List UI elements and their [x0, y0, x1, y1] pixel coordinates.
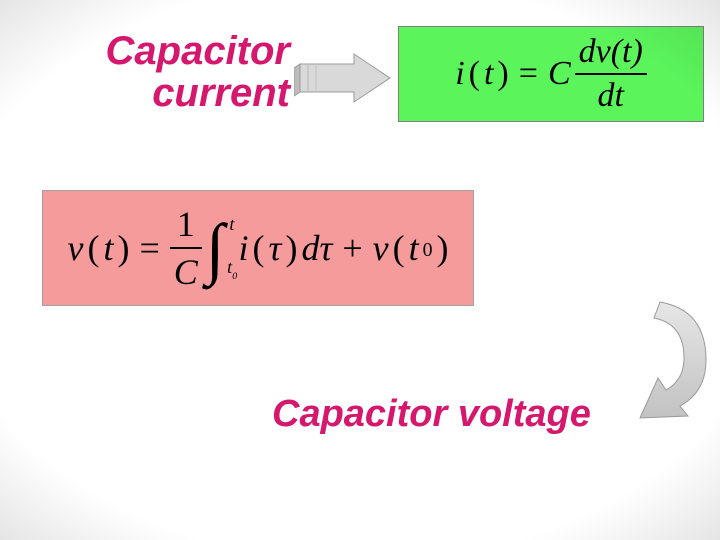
label-capacitor-voltage: Capacitor voltage	[272, 395, 591, 435]
equation-current-box: i(t) = C dv(t) dt	[398, 26, 704, 122]
arrow-right-shape	[294, 54, 390, 102]
eqv-t0: t	[409, 227, 419, 269]
eqv-dtau: dτ	[301, 227, 332, 269]
equation-voltage: v(t) = 1 C ∫ t t0 i(τ)dτ + v(t0)	[67, 203, 448, 293]
equation-voltage-box: v(t) = 1 C ∫ t t0 i(τ)dτ + v(t0)	[42, 190, 474, 306]
arrow-curve-icon	[580, 300, 720, 430]
label-capacitor-current: Capacitor current	[30, 30, 290, 114]
eq-frac-dvdt: dv(t) dt	[575, 33, 647, 115]
eqv-t: t	[103, 227, 113, 269]
eq-equals: =	[513, 55, 544, 93]
eqv-plus: +	[336, 227, 368, 269]
eqv-equals: =	[133, 227, 165, 269]
arrow-right-icon	[294, 50, 394, 106]
eqv-i: i	[239, 227, 249, 269]
eqv-C: C	[170, 249, 202, 293]
label-voltage-text: Capacitor voltage	[272, 393, 591, 435]
eqv-v: v	[67, 227, 83, 269]
eqv-t0sub: 0	[423, 239, 433, 262]
eq-dv: dv(t)	[579, 33, 643, 70]
arrow-curve-body	[640, 302, 706, 418]
eq-dt: dt	[597, 77, 623, 114]
label-current-line2: current	[30, 72, 290, 114]
eqv-int-ub: t	[229, 214, 234, 235]
eq-t1: t	[484, 55, 493, 93]
integral-icon: ∫ t t0	[206, 221, 225, 276]
eqv-v0: v	[373, 227, 389, 269]
equation-current: i(t) = C dv(t) dt	[455, 33, 647, 115]
eqv-tau: τ	[269, 227, 282, 269]
eqv-int-lb-sub: 0	[232, 271, 237, 282]
eqv-frac-1C: 1 C	[170, 203, 202, 293]
eqv-one: 1	[173, 203, 199, 247]
label-current-line1: Capacitor	[30, 30, 290, 72]
eq-i: i	[455, 55, 464, 93]
eq-C: C	[548, 55, 571, 93]
